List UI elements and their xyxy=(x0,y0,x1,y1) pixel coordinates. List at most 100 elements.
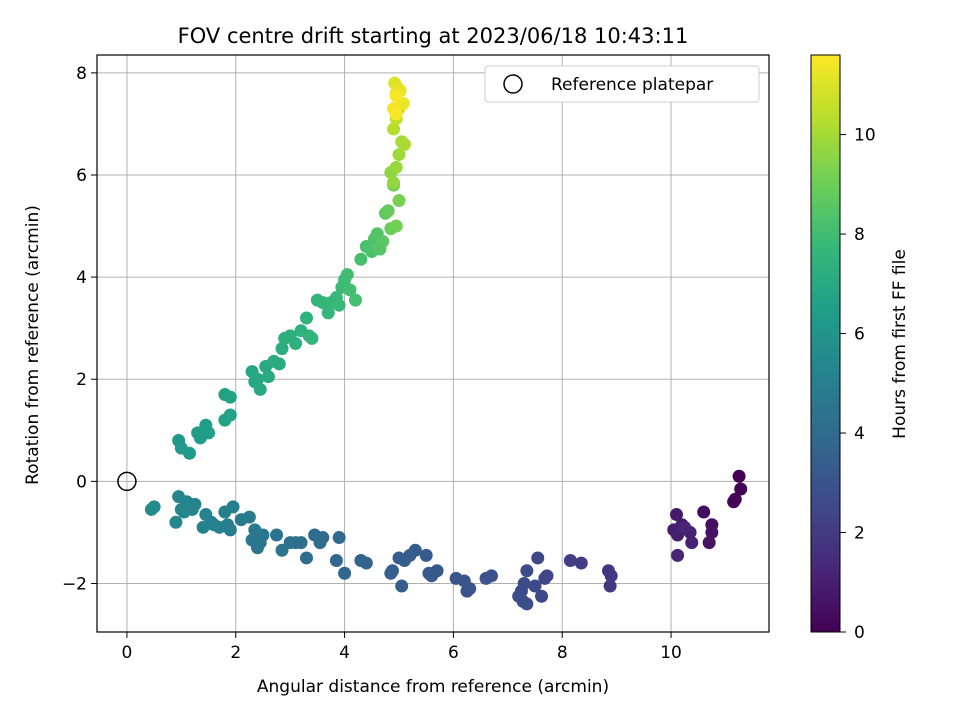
colorbar-tick-label: 0 xyxy=(854,623,865,643)
data-point xyxy=(535,589,549,603)
data-point xyxy=(299,311,313,325)
data-point xyxy=(563,554,577,568)
data-point xyxy=(169,515,183,529)
data-point xyxy=(705,525,719,539)
data-point xyxy=(234,513,248,527)
data-point xyxy=(354,554,368,568)
data-point xyxy=(528,579,542,593)
data-point xyxy=(275,543,289,557)
data-point xyxy=(422,566,436,580)
data-point xyxy=(218,413,232,427)
x-tick-label: 6 xyxy=(448,643,459,663)
data-point xyxy=(253,382,267,396)
legend-marker-icon xyxy=(503,74,523,94)
data-point xyxy=(144,502,158,516)
data-point xyxy=(272,357,286,371)
data-point xyxy=(520,597,534,611)
reference-platepar-marker xyxy=(117,471,137,492)
data-point xyxy=(275,342,289,356)
legend-box xyxy=(484,65,760,103)
colorbar-ticks: 0 2 4 6 8 10 xyxy=(840,126,876,643)
data-point xyxy=(671,548,685,562)
y-axis-label: Rotation from reference (arcmin) xyxy=(23,205,43,485)
x-tick-label: 8 xyxy=(557,643,568,663)
data-point xyxy=(449,571,463,585)
data-point xyxy=(732,469,746,483)
data-point xyxy=(397,137,411,151)
x-tick-label: 4 xyxy=(339,643,350,663)
data-point xyxy=(395,579,409,593)
data-point xyxy=(574,556,588,570)
data-point xyxy=(248,523,262,537)
data-point xyxy=(338,566,352,580)
y-tick-label: −2 xyxy=(62,574,87,594)
data-point xyxy=(604,569,618,583)
data-point xyxy=(329,554,343,568)
data-point xyxy=(419,548,433,562)
data-points xyxy=(144,76,748,611)
data-point xyxy=(223,390,237,404)
data-point xyxy=(384,566,398,580)
data-point xyxy=(376,234,390,248)
data-point xyxy=(245,533,259,547)
colorbar-label: Hours from first FF file xyxy=(890,249,910,439)
data-point xyxy=(734,482,748,496)
y-tick-label: 8 xyxy=(76,64,87,84)
data-point xyxy=(381,204,395,218)
data-point xyxy=(460,584,474,598)
data-point xyxy=(261,370,275,384)
data-point xyxy=(669,508,683,522)
data-point xyxy=(697,505,711,519)
colorbar-tick-label: 4 xyxy=(854,424,865,444)
y-tick-label: 0 xyxy=(76,472,87,492)
data-point xyxy=(392,148,406,162)
data-point xyxy=(678,520,692,534)
data-point xyxy=(305,331,319,345)
data-point xyxy=(340,268,354,282)
data-point xyxy=(283,536,297,550)
data-point xyxy=(392,551,406,565)
data-point xyxy=(389,107,403,121)
data-point xyxy=(332,531,346,545)
chart-title: FOV centre drift starting at 2023/06/18 … xyxy=(178,24,689,48)
data-point xyxy=(702,536,716,550)
legend: Reference platepar xyxy=(484,65,760,103)
data-point xyxy=(520,564,534,578)
data-point xyxy=(299,551,313,565)
colorbar-tick-label: 10 xyxy=(854,126,876,146)
data-point xyxy=(389,89,403,103)
data-point xyxy=(308,528,322,542)
x-tick-label: 10 xyxy=(660,643,682,663)
plot-frame xyxy=(96,54,770,633)
data-point xyxy=(538,571,552,585)
data-point xyxy=(389,219,403,233)
x-axis-label: Angular distance from reference (arcmin) xyxy=(257,677,609,697)
data-point xyxy=(348,293,362,307)
data-point xyxy=(479,571,493,585)
data-point xyxy=(196,520,210,534)
legend-entry: Reference platepar xyxy=(551,75,713,95)
data-point xyxy=(387,122,401,136)
data-point xyxy=(183,446,197,460)
data-point xyxy=(321,306,335,320)
data-point xyxy=(174,502,188,516)
y-tick-label: 6 xyxy=(76,166,87,186)
data-point xyxy=(270,528,284,542)
data-point xyxy=(392,194,406,208)
x-tick-label: 2 xyxy=(230,643,241,663)
data-point xyxy=(389,160,403,174)
data-point xyxy=(531,551,545,565)
colorbar-tick-label: 2 xyxy=(854,524,865,544)
grid xyxy=(97,55,769,632)
colorbar xyxy=(810,54,841,633)
data-point xyxy=(332,298,346,312)
data-point xyxy=(685,536,699,550)
data-point xyxy=(172,490,186,504)
colorbar-tick-label: 8 xyxy=(854,225,865,245)
x-tick-label: 0 xyxy=(122,643,133,663)
data-point xyxy=(251,372,265,386)
data-point xyxy=(218,505,232,519)
x-axis-ticks: 0 2 4 6 8 10 xyxy=(122,632,682,663)
y-tick-label: 2 xyxy=(76,370,87,390)
